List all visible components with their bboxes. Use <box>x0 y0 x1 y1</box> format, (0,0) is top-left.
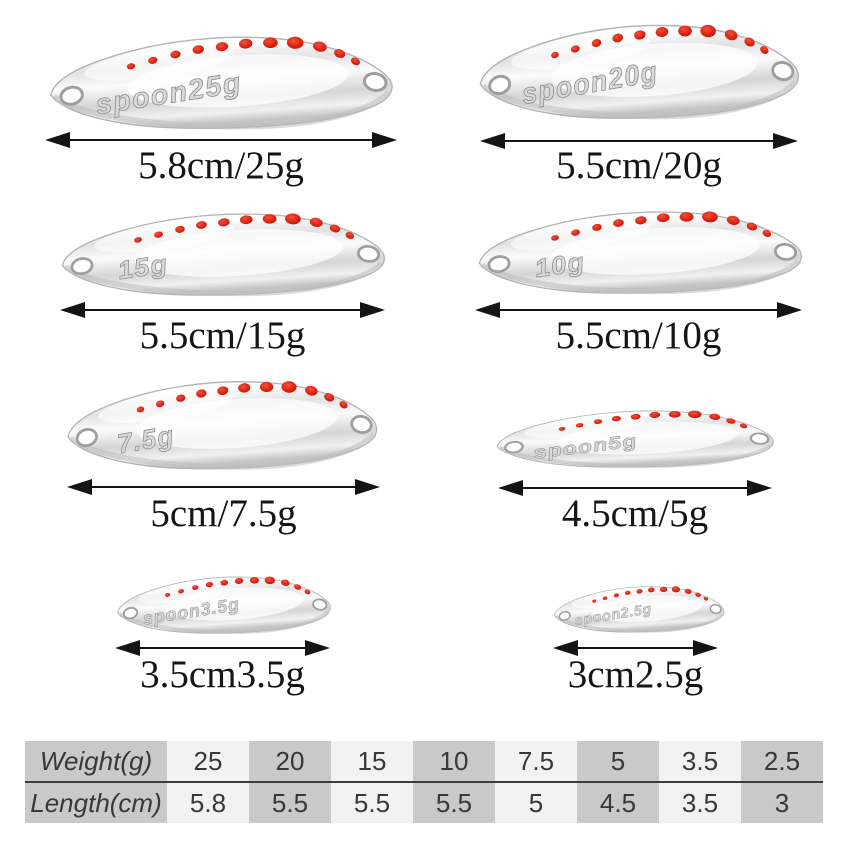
dimension-label: 5cm/7.5g <box>150 492 297 535</box>
spec-cell: 4.5 <box>577 783 659 823</box>
arrow-line <box>567 646 704 650</box>
spec-cell: 5.5 <box>413 783 495 823</box>
spec-cell: 2.5 <box>741 741 823 781</box>
spec-row-header: Length(cm) <box>25 783 167 823</box>
spoon-lure-photo-5g: spoon5g <box>490 404 778 472</box>
arrowhead-left-icon <box>67 479 92 495</box>
arrow-line <box>74 308 371 312</box>
spec-cell: 3 <box>741 783 823 823</box>
spec-cell: 5 <box>577 741 659 781</box>
spec-cell: 3.5 <box>659 783 741 823</box>
spoon-blade <box>68 381 377 469</box>
spoon-lure-photo-3.5g: spoon3.5g <box>115 574 333 636</box>
engraved-text: 15g <box>115 249 170 285</box>
arrow-line <box>129 646 316 650</box>
spec-cell: 5 <box>495 783 577 823</box>
dimension-arrow <box>553 640 718 656</box>
dimension-arrow <box>475 302 802 318</box>
arrowhead-left-icon <box>60 302 85 318</box>
spec-cell: 20 <box>249 741 331 781</box>
arrowhead-right-icon <box>777 302 802 318</box>
dimension-label: 5.5cm/10g <box>555 314 722 357</box>
spec-table: Weight(g) 25 20 15 10 7.5 5 3.5 2.5 Leng… <box>25 741 823 823</box>
arrow-line <box>489 308 788 312</box>
spec-cell: 5.8 <box>167 783 249 823</box>
arrow-line <box>81 485 366 489</box>
spec-row-length: Length(cm) 5.8 5.5 5.5 5.5 5 4.5 3.5 3 <box>25 783 823 823</box>
spec-row-header: Weight(g) <box>25 741 167 781</box>
dimension-arrow <box>60 302 385 318</box>
spec-cell: 7.5 <box>495 741 577 781</box>
arrowhead-left-icon <box>115 640 140 656</box>
spoon-lure-photo-2.5g: spoon2.5g <box>552 584 726 634</box>
arrowhead-right-icon <box>360 302 385 318</box>
arrowhead-right-icon <box>747 480 772 496</box>
dimension-arrow <box>498 480 772 496</box>
arrowhead-right-icon <box>693 640 718 656</box>
arrowhead-left-icon <box>553 640 578 656</box>
spoon-blade <box>479 211 801 293</box>
dimension-label: 3.5cm3.5g <box>140 653 305 696</box>
arrow-line <box>59 138 383 142</box>
spoon-lure-photo-10g: 10g <box>471 202 807 300</box>
arrowhead-left-icon <box>498 480 523 496</box>
spec-cell: 10 <box>413 741 495 781</box>
spoon-lure-photo-25g: spoon25g <box>42 26 398 136</box>
arrowhead-right-icon <box>372 132 397 148</box>
spec-cell: 5.5 <box>331 783 413 823</box>
arrowhead-right-icon <box>305 640 330 656</box>
arrowhead-left-icon <box>475 302 500 318</box>
arrowhead-right-icon <box>355 479 380 495</box>
spoon-lure-photo-15g: 15g <box>54 204 390 302</box>
dimension-label: 5.5cm/20g <box>556 144 722 187</box>
spoon-blade <box>62 213 384 295</box>
dimension-label: 5.5cm/15g <box>139 314 306 357</box>
dimension-arrow <box>67 479 380 495</box>
arrowhead-left-icon <box>480 133 505 149</box>
spec-cell: 5.5 <box>249 783 331 823</box>
spec-cell: 3.5 <box>659 741 741 781</box>
spoon-lure-photo-20g: spoon20g <box>472 14 804 126</box>
dimension-label: 3cm2.5g <box>567 653 704 696</box>
dimension-label: 4.5cm/5g <box>561 492 709 535</box>
dimension-arrow <box>115 640 330 656</box>
arrowhead-left-icon <box>45 132 70 148</box>
dimension-arrow <box>45 132 397 148</box>
arrow-line <box>494 139 784 143</box>
spec-cell: 15 <box>331 741 413 781</box>
dimension-label: 5.8cm/25g <box>138 144 304 187</box>
arrowhead-right-icon <box>773 133 798 149</box>
spec-cell: 25 <box>167 741 249 781</box>
spec-row-weight: Weight(g) 25 20 15 10 7.5 5 3.5 2.5 <box>25 741 823 783</box>
spoon-lure-photo-7.5g: 7.5g <box>60 371 382 476</box>
dimension-arrow <box>480 133 798 149</box>
arrow-line <box>512 486 758 490</box>
